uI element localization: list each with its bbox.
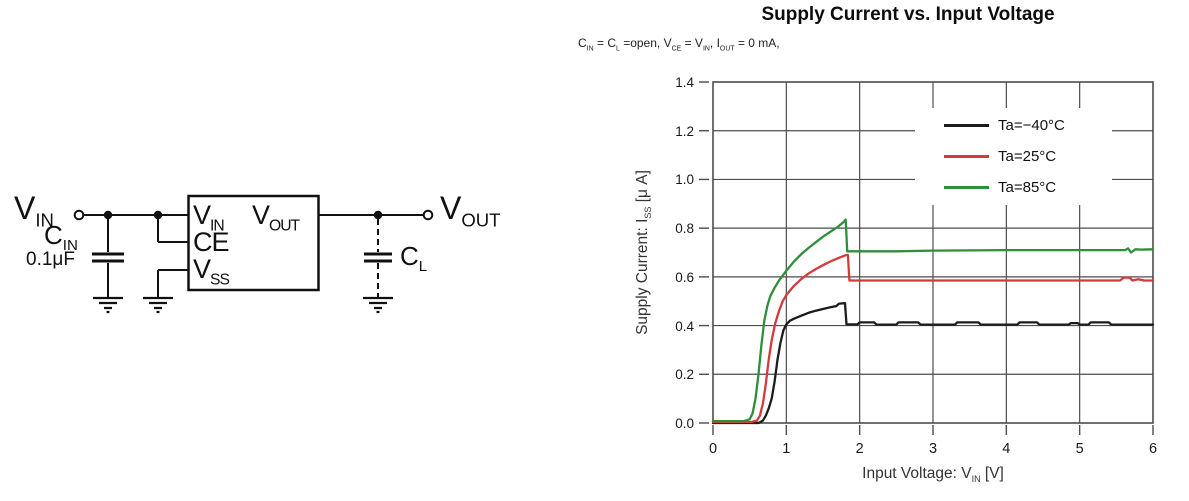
y-tick-label: 1.4 <box>675 75 694 90</box>
ground-icon <box>143 296 173 314</box>
legend-label: Ta=85°C <box>998 179 1057 196</box>
chart-series-lines <box>711 218 1155 425</box>
capacitor-cl <box>364 252 392 263</box>
series-line-Ta=−40°C <box>711 302 1155 425</box>
junction-dot <box>373 210 383 220</box>
series-line-Ta=85°C <box>711 218 1155 423</box>
y-tick-label: 0.0 <box>675 416 694 431</box>
legend-label: Ta=25°C <box>998 148 1057 165</box>
legend-label: Ta=−40°C <box>998 117 1065 134</box>
vout-terminal-label: VOUT <box>440 190 501 231</box>
x-tick-label: 1 <box>782 441 791 457</box>
ic-pin-vin: VIN <box>193 200 225 235</box>
x-tick-label: 5 <box>1075 441 1084 457</box>
ic-pin-ce: CE <box>193 227 230 257</box>
x-axis-title: Input Voltage: VIN [V] <box>862 465 1004 485</box>
y-tick-label: 0.6 <box>675 269 694 285</box>
y-tick-label: 0.8 <box>675 221 694 237</box>
series-line-Ta=25°C <box>711 253 1155 424</box>
chart-title: Supply Current vs. Input Voltage <box>761 4 1055 25</box>
cin-label: CIN <box>44 220 78 255</box>
legend-line-sample <box>944 186 989 189</box>
x-tick-label: 4 <box>1002 441 1011 457</box>
junction-dot <box>103 210 113 220</box>
x-tick-label: 2 <box>855 441 864 457</box>
x-tick-label: 0 <box>708 441 718 457</box>
x-tick-label: 6 <box>1148 441 1158 457</box>
y-tick-label: 0.4 <box>675 318 694 334</box>
legend-line-sample <box>944 155 989 158</box>
ic-pin-vout: VOUT <box>252 200 300 235</box>
y-tick-label: 1.0 <box>675 172 694 188</box>
y-tick-label: 1.2 <box>675 123 694 139</box>
ground-icon <box>93 296 123 314</box>
ic-body <box>187 194 320 292</box>
cin-value: 0.1μF <box>26 249 75 270</box>
legend-item: Ta=25°C <box>915 148 1112 165</box>
wire <box>84 214 423 298</box>
chart-conditions: CIN = CL =open, VCE = VIN, IOUT = 0 mA, <box>578 36 780 53</box>
plot-border <box>712 81 1154 424</box>
legend-item: Ta=−40°C <box>915 117 1112 134</box>
chart-legend: Ta=−40°C Ta=25°C Ta=85°C <box>915 108 1112 205</box>
legend-item: Ta=85°C <box>915 179 1112 196</box>
ground-icon <box>363 296 393 314</box>
y-axis-title: Supply Current: ISS [μ A] <box>634 170 654 335</box>
capacitor-cin <box>92 252 124 263</box>
ic-pin-vss: VSS <box>193 254 230 289</box>
y-tick-label: 0.2 <box>675 367 694 383</box>
legend-line-sample <box>944 124 989 127</box>
x-tick-label: 3 <box>928 441 938 457</box>
cl-label: CL <box>400 241 428 276</box>
vout-terminal-node <box>422 209 434 221</box>
vin-terminal-node <box>73 209 85 221</box>
junction-dot <box>153 210 163 220</box>
vin-terminal-label: VIN <box>14 190 54 231</box>
